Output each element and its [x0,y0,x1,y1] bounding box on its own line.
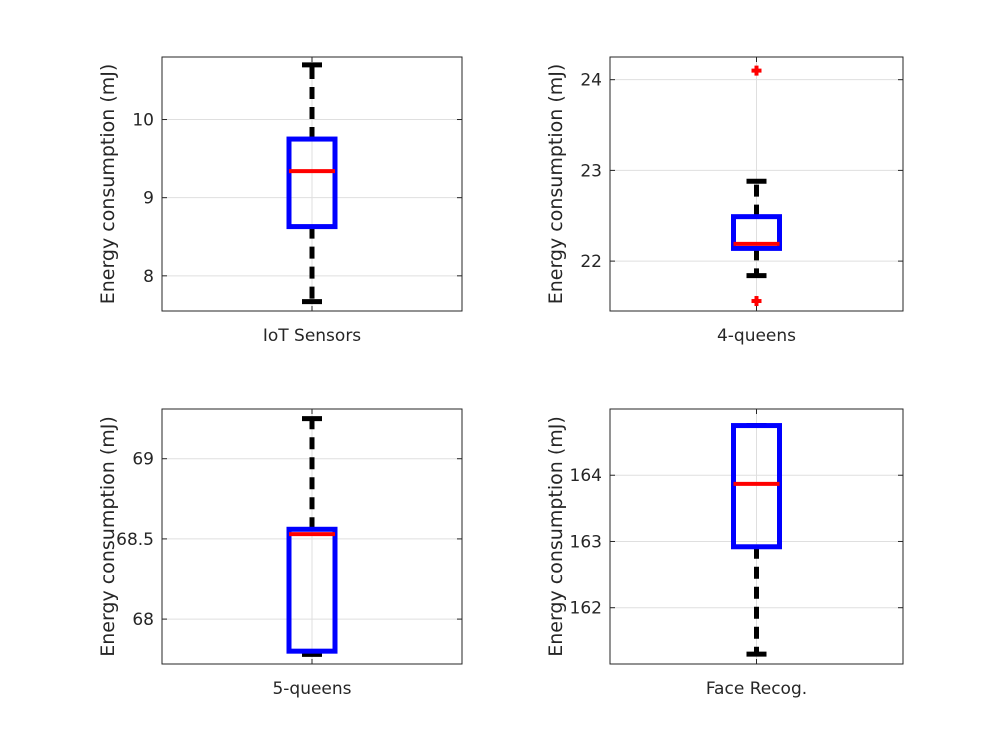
panel-2-ytick-label: 23 [580,161,602,181]
panel-2-ytick-label: 24 [580,71,602,91]
panel-3-ytick-label: 68.5 [116,530,154,550]
panel-1-ytick-label: 8 [143,267,154,287]
panel-1-ytick-label: 10 [132,111,154,131]
panel-3-ytick-label: 68 [132,610,154,630]
panel-4-plot: 162 163 164 Face Recog. Energy consumption (… [545,408,904,699]
panel-1-y-axis-label: Energy consumption (mJ) [97,64,119,305]
panel-4-ytick-label: 164 [570,466,602,486]
panel-1-category-label: IoT Sensors [263,326,361,346]
panel-2-plot: 22 23 24 4-queens Energy consumption (mJ) [545,56,904,346]
panel-4-iqr-box [731,423,782,550]
panel-3-plot: 68 68.5 69 5-queens Energy consumption (mJ) [97,408,463,699]
panel-4-ytick-label: 162 [570,599,602,619]
panel-1-iqr-box [286,136,338,230]
panel-2-outlier-point [751,65,762,76]
panel-3-iqr-box [286,526,338,654]
panel-4-y-axis-label: Energy consumption (mJ) [545,416,567,657]
panel-1-plot: 8 9 10 IoT Sensors Energy consumption (mJ) [97,56,463,346]
panel-2-outlier-point [751,296,762,307]
panel-2-iqr-box [731,214,782,251]
panel-2-ytick-label: 22 [580,252,602,272]
panel-4-category-label: Face Recog. [706,679,807,699]
panel-4-ytick-label: 163 [570,532,602,552]
panel-1-ytick-label: 9 [143,189,154,209]
panel-2-y-axis-label: Energy consumption (mJ) [545,64,567,305]
panel-3-category-label: 5-queens [272,679,351,699]
panel-3-ytick-label: 69 [132,450,154,470]
panel-2-category-label: 4-queens [717,326,796,346]
panel-3-y-axis-label: Energy consumption (mJ) [97,416,119,657]
